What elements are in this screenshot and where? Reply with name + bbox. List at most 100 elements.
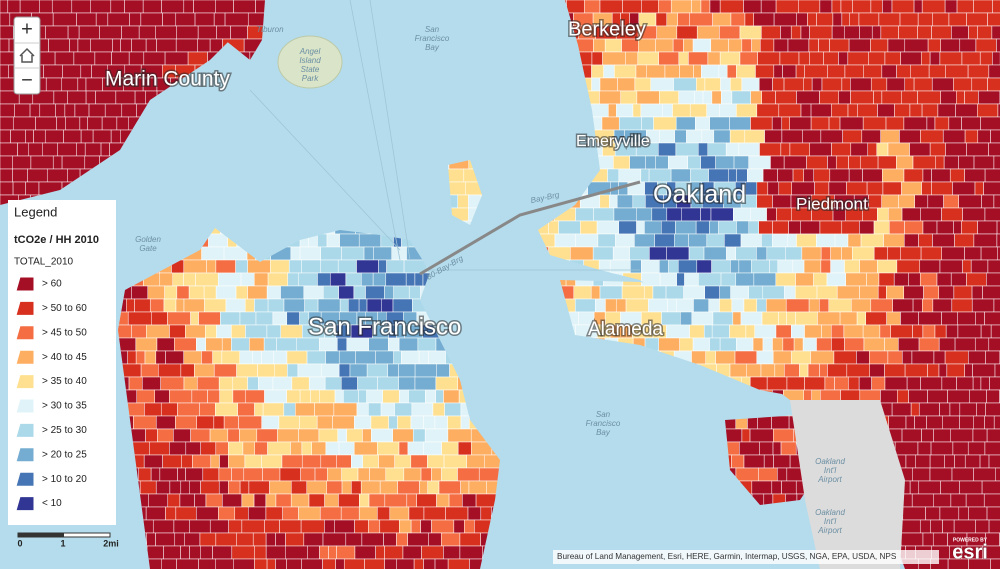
tract [223, 415, 239, 430]
tract [804, 64, 828, 79]
tract [604, 38, 622, 53]
tract [886, 285, 905, 300]
tract [603, 64, 615, 79]
tract [878, 272, 895, 287]
tract [968, 506, 988, 521]
tract [948, 116, 962, 131]
tract [670, 0, 692, 14]
zoom-out[interactable]: − [21, 69, 33, 91]
tract [848, 168, 863, 183]
tract [162, 454, 182, 469]
tract [221, 350, 240, 365]
tract [962, 259, 972, 274]
tract [866, 272, 880, 287]
tract [791, 324, 805, 339]
tract [358, 506, 378, 521]
tract [237, 402, 255, 417]
tract [997, 103, 1000, 118]
tract [681, 207, 701, 222]
tract [225, 298, 246, 313]
tract [869, 350, 889, 365]
tract [730, 285, 749, 300]
tract [896, 155, 914, 170]
tract [744, 129, 765, 144]
tract [724, 233, 742, 248]
tract [231, 545, 255, 560]
tract [986, 428, 1000, 443]
tract [882, 168, 905, 183]
tract [771, 480, 782, 495]
tract [828, 298, 852, 313]
tract [758, 467, 778, 482]
tract [394, 454, 412, 469]
tract [881, 194, 899, 209]
tract [777, 467, 788, 482]
tract [185, 324, 206, 339]
home-button[interactable] [19, 47, 35, 63]
tract [738, 142, 760, 157]
tract [252, 350, 262, 365]
tract [678, 90, 695, 105]
tract [804, 376, 826, 391]
tract [254, 441, 268, 456]
tract [720, 77, 731, 92]
tract [401, 350, 420, 365]
tract [921, 103, 939, 118]
tract [299, 389, 311, 404]
tract [299, 415, 318, 430]
tract [844, 259, 860, 274]
tract [56, 116, 66, 131]
tract [783, 155, 807, 170]
tract [134, 298, 151, 313]
tract [384, 493, 408, 508]
tract [952, 181, 976, 196]
tract [403, 467, 422, 482]
tract [592, 246, 614, 261]
tract [720, 90, 733, 105]
tract [301, 259, 321, 274]
tract [992, 51, 1000, 66]
tract [952, 441, 969, 456]
tract [265, 506, 283, 521]
tract [595, 298, 606, 313]
tract [950, 493, 967, 508]
tract [209, 519, 229, 534]
tract [780, 142, 791, 157]
place-label: Emeryville [576, 133, 650, 150]
tract [138, 467, 152, 482]
tract [204, 298, 227, 313]
tract [954, 454, 966, 469]
tract [80, 64, 92, 79]
tract [272, 311, 288, 326]
tract [617, 77, 636, 92]
tract [841, 220, 860, 235]
tract [432, 402, 445, 417]
tract [111, 51, 130, 66]
tract [778, 103, 802, 118]
tract [887, 350, 903, 365]
tract [169, 389, 193, 404]
tract [873, 220, 890, 235]
tract [949, 168, 965, 183]
tract [27, 168, 48, 183]
zoom-in[interactable]: + [21, 18, 33, 40]
tract [278, 415, 300, 430]
tract [980, 324, 992, 339]
tract [248, 506, 267, 521]
tract [580, 220, 598, 235]
tract [951, 25, 969, 40]
tract [148, 493, 169, 508]
tract [773, 38, 789, 53]
basemap-label: Int'l [824, 466, 836, 475]
tract [368, 402, 382, 417]
tract [593, 38, 606, 53]
tract [980, 376, 990, 391]
tract [820, 259, 831, 274]
tract [736, 220, 750, 235]
tract [655, 155, 669, 170]
tract [405, 272, 416, 287]
tract [713, 129, 731, 144]
tract [591, 64, 604, 79]
tract [857, 103, 878, 118]
